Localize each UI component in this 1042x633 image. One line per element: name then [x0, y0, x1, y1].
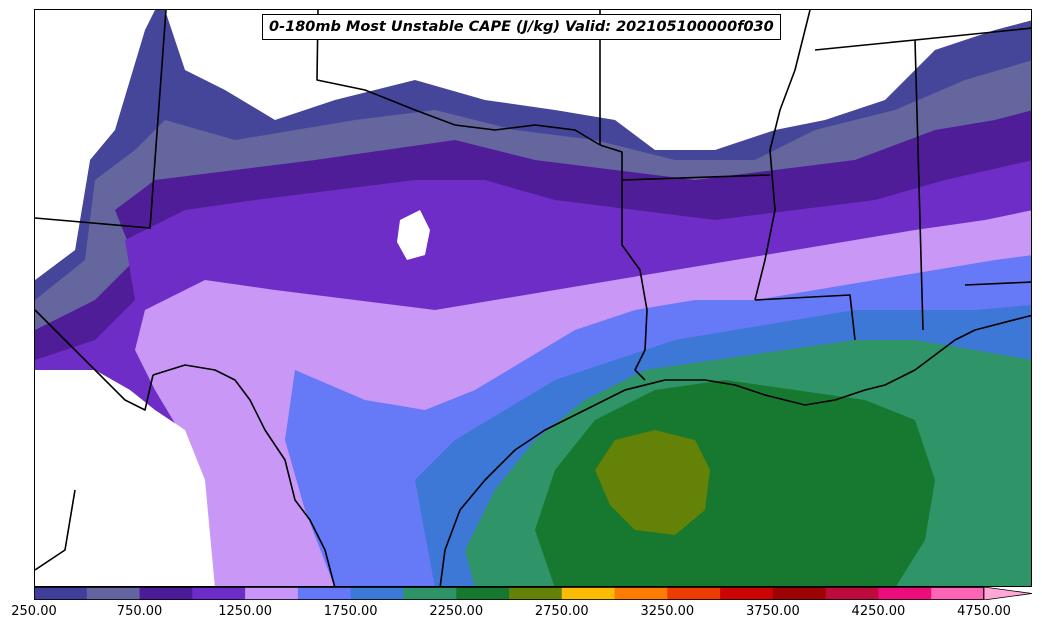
colorbar-segment — [509, 587, 563, 600]
arkansas-louisiana-northline — [621, 174, 771, 181]
colorbar-segment — [720, 587, 774, 600]
colorbar-tick-label: 3750.00 — [745, 604, 800, 619]
colorbar-segment — [825, 587, 879, 600]
colorbar-segment — [350, 587, 404, 600]
colorbar-segment — [139, 587, 193, 600]
colorbar-outline — [34, 587, 985, 600]
cape-gap-blob-central — [397, 210, 430, 260]
colorbar-segment — [931, 587, 985, 600]
cape-gap-west — [35, 125, 90, 280]
colorbar-tick-label: 1250.00 — [218, 604, 272, 619]
colorbar-tick-label: 750.00 — [116, 604, 163, 619]
colorbar-extend-arrow — [983, 587, 1032, 600]
louisiana-mississippi-border — [754, 294, 856, 341]
colorbar-segment — [297, 587, 352, 600]
texas-arkansas-louisiana-border — [599, 144, 648, 381]
mexico-state-line-2 — [35, 489, 76, 571]
texas-oklahoma-red-river — [316, 10, 601, 146]
rio-grande — [152, 364, 336, 586]
map-title: 0-180mb Most Unstable CAPE (J/kg) Valid:… — [262, 14, 781, 40]
colorbar-segment — [878, 587, 932, 600]
cape-band-2250 — [535, 380, 935, 586]
political-boundaries — [35, 10, 1031, 586]
mississippi-river — [754, 10, 811, 301]
colorbar-tick-label: 250.00 — [11, 604, 57, 619]
cape-gap-northeast — [635, 10, 1025, 145]
colorbar-segment — [192, 587, 246, 600]
colorbar-segment — [772, 587, 827, 600]
colorbar-segment — [245, 587, 299, 600]
mississippi-alabama-border — [914, 39, 924, 331]
colorbar-segment — [403, 587, 457, 600]
colorbar-segment — [34, 587, 88, 600]
mexico-state-line — [35, 309, 154, 411]
alabama-florida-border — [964, 281, 1031, 286]
cape-gap-southwest — [35, 370, 215, 586]
colorbar-tick-label: 3250.00 — [640, 604, 695, 619]
new-mexico-texas-border — [35, 10, 167, 229]
colorbar-segment — [86, 587, 141, 600]
arkansas-tennessee-north — [814, 27, 1031, 51]
map-panel — [34, 9, 1032, 587]
colorbar-segment — [561, 587, 616, 600]
cape-band-2500 — [595, 430, 710, 535]
colorbar-segment — [667, 587, 721, 600]
colorbar-tick-label: 2250.00 — [429, 604, 484, 619]
texas-gulf-coast — [439, 314, 1031, 586]
colorbar-tick-label: 4250.00 — [851, 604, 906, 619]
cape-contour-map — [35, 10, 1031, 586]
colorbar — [34, 587, 1032, 600]
colorbar-tick-label: 2750.00 — [534, 604, 589, 619]
colorbar-segment — [614, 587, 668, 600]
colorbar-segment — [456, 587, 510, 600]
colorbar-tick-label: 4750.00 — [957, 604, 1011, 619]
colorbar-tick-label: 1750.00 — [323, 604, 378, 619]
